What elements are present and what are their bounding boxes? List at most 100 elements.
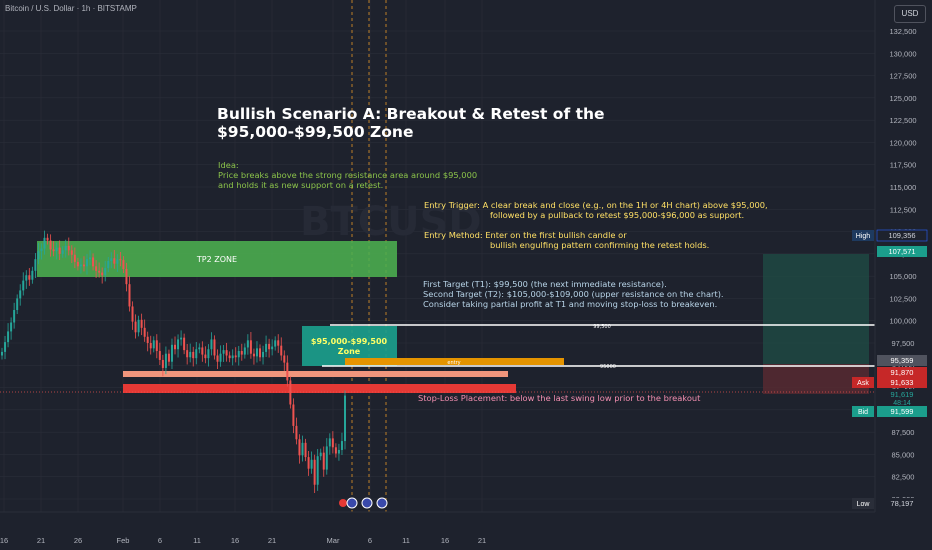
- candle-body: [316, 456, 319, 485]
- y-tick-label: 127,500: [889, 72, 916, 81]
- flag-us-icon[interactable]: [346, 497, 358, 509]
- candle-body: [286, 362, 289, 381]
- y-tick-label: 130,000: [889, 49, 916, 58]
- price-label-value: 91,870: [891, 368, 914, 377]
- candle-body: [79, 264, 82, 267]
- price-label-box: [877, 498, 927, 509]
- x-tick-label: 21: [37, 536, 45, 545]
- price-axis[interactable]: [875, 0, 932, 550]
- candle-body: [198, 347, 201, 350]
- candle-body: [73, 254, 76, 262]
- candle-body: [340, 441, 343, 450]
- candle-body: [55, 247, 58, 252]
- price-label-box: [877, 355, 927, 366]
- candlestick-series[interactable]: [1, 230, 346, 494]
- candle-body: [249, 340, 252, 354]
- candle-body: [16, 298, 19, 311]
- price-label-value: 91,619: [891, 390, 914, 399]
- candle-body: [67, 245, 70, 251]
- x-tick-label: 21: [268, 536, 276, 545]
- y-tick-label: 105,000: [889, 272, 916, 281]
- y-tick-label: 100,000: [889, 317, 916, 326]
- line-99500-label: 99,500: [593, 324, 611, 330]
- candle-body: [298, 439, 301, 456]
- price-label-box: [877, 367, 927, 378]
- entry-trigger-line1: Entry Trigger: A clear break and close (…: [424, 200, 768, 210]
- flag-us-icon[interactable]: [361, 497, 373, 509]
- stop-loss-bar[interactable]: [123, 384, 516, 393]
- candle-body: [34, 259, 37, 271]
- candle-body: [131, 306, 134, 322]
- candle-body: [328, 438, 331, 447]
- scenario-title-line1: Bullish Scenario A: Breakout & Retest of…: [217, 105, 605, 123]
- target-line2: Second Target (T2): $105,000-$109,000 (u…: [423, 289, 724, 299]
- price-label-box: [877, 389, 927, 407]
- candle-body: [170, 344, 173, 362]
- candle-body: [234, 355, 237, 358]
- candle-body: [337, 449, 340, 454]
- candle-body: [237, 351, 240, 358]
- candle-body: [58, 247, 61, 254]
- price-tag-box: [852, 498, 874, 509]
- candle-body: [262, 351, 265, 358]
- price-label-countdown: 48:14: [893, 400, 911, 407]
- candle-body: [22, 280, 25, 291]
- candle-body: [161, 359, 164, 368]
- candle-body: [52, 249, 55, 252]
- line-95000-label: 95000: [600, 364, 616, 370]
- candle-body: [228, 355, 231, 359]
- candle-body: [174, 344, 177, 350]
- event-flags[interactable]: [339, 497, 388, 509]
- candle-body: [201, 347, 204, 355]
- candle-body: [186, 350, 189, 358]
- y-tick-label: 122,500: [889, 116, 916, 125]
- candle-body: [307, 457, 310, 469]
- y-tick-label: 115,000: [890, 183, 917, 192]
- candle-body: [180, 337, 183, 340]
- x-tick-label: 16: [231, 536, 239, 545]
- y-tick-label: 97,500: [892, 339, 915, 348]
- candle-body: [146, 336, 149, 343]
- x-tick-label: Feb: [117, 536, 130, 545]
- price-label-box: [877, 246, 927, 257]
- flag-event-icon[interactable]: [339, 499, 347, 507]
- candle-body: [110, 258, 113, 261]
- tp2-zone-box[interactable]: [37, 241, 397, 277]
- price-tag-box: [852, 230, 874, 241]
- candle-body: [259, 348, 262, 358]
- candle-body: [231, 355, 234, 359]
- x-tick-label: 16: [441, 536, 449, 545]
- time-axis[interactable]: [0, 512, 932, 550]
- x-tick-label: 6: [158, 536, 162, 545]
- candle-body: [82, 264, 85, 267]
- currency-button[interactable]: USD: [894, 5, 926, 23]
- support-bar[interactable]: [123, 371, 508, 377]
- candle-body: [344, 395, 346, 442]
- price-label-value: 107,571: [888, 247, 915, 256]
- watermark: BTCUSD: [300, 199, 482, 245]
- candle-body: [304, 442, 307, 458]
- y-tick-label: 92,500: [892, 384, 915, 393]
- candle-body: [37, 251, 40, 260]
- candle-body: [122, 260, 125, 270]
- candle-body: [107, 260, 110, 269]
- candle-body: [164, 353, 167, 368]
- position-loss-area[interactable]: [763, 364, 869, 394]
- candle-body: [331, 438, 334, 448]
- price-label-box: [876, 229, 928, 242]
- position-profit-area[interactable]: [763, 254, 869, 364]
- x-tick-label: 16: [0, 536, 8, 545]
- entry-bar[interactable]: [345, 358, 564, 365]
- price-label-value: 91,633: [891, 378, 914, 387]
- idea-line1: Price breaks above the strong resistance…: [218, 170, 477, 180]
- candle-body: [40, 248, 43, 252]
- stop-loss-text: Stop-Loss Placement: below the last swin…: [418, 393, 701, 403]
- candle-body: [283, 355, 286, 363]
- entry-method-line1: Entry Method: Enter on the first bullish…: [424, 230, 627, 240]
- y-tick-label: 120,000: [889, 138, 916, 147]
- candle-body: [19, 290, 22, 299]
- candle-body: [167, 353, 170, 362]
- flag-us-icon[interactable]: [376, 497, 388, 509]
